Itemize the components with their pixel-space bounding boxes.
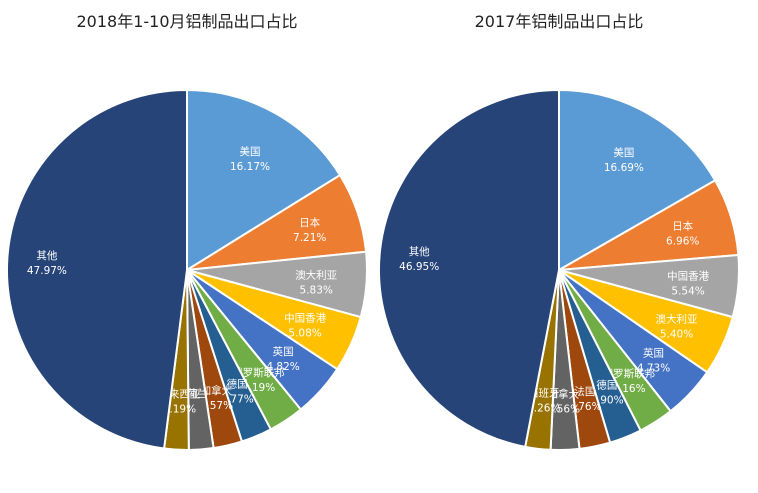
pie-slice-0-0 [186, 88, 342, 272]
slice-value-label-0-3: 5.08% [288, 327, 321, 339]
slice-value-label-0-0: 16.17% [230, 161, 270, 173]
slice-name-label-1-4: 英国 [643, 347, 664, 360]
pie-slice-1-0 [558, 88, 717, 272]
slice-name-label-0-7: 加拿大 [201, 384, 233, 397]
slice-name-label-0-1: 日本 [299, 216, 320, 229]
slice-value-label-1-8: 2.56% [547, 404, 580, 416]
pie-2018: 美国 16.17% 日本 7.21% 澳大利亚 5.83% 中国香港 5.08% 英国 4.82%… [6, 88, 368, 452]
slice-name-label-0-10: 其他 [36, 249, 57, 262]
slice-value-label-0-4: 4.82% [266, 361, 299, 373]
slice-name-label-0-2: 澳大利亚 [295, 269, 337, 282]
slice-name-label-1-1: 日本 [672, 219, 693, 232]
slice-value-label-0-9: 2.19% [163, 403, 196, 415]
slice-name-label-1-6: 德国 [596, 378, 617, 391]
slice-name-label-1-3: 澳大利亚 [656, 313, 698, 326]
slice-name-label-0-4: 英国 [273, 345, 294, 358]
slice-value-label-1-9: 2.26% [527, 403, 560, 415]
slice-name-label-1-7: 法国 [574, 385, 595, 398]
slice-name-label-0-0: 美国 [240, 145, 261, 158]
slice-value-label-0-1: 7.21% [293, 232, 326, 244]
slice-value-label-1-3: 5.40% [660, 329, 693, 341]
slice-name-label-0-8: 荷兰 [187, 387, 208, 400]
slice-name-label-0-5: 俄罗斯联邦 [232, 366, 285, 379]
slice-name-label-0-6: 德国 [227, 378, 248, 391]
slice-value-label-0-10: 47.97% [27, 265, 67, 277]
slice-name-label-1-5: 俄罗斯联邦 [603, 367, 656, 380]
pie-slice-0-10 [6, 88, 188, 450]
slice-name-label-1-10: 其他 [409, 245, 430, 258]
slice-value-label-1-0: 16.69% [604, 162, 644, 174]
pie-slice-1-10 [378, 88, 560, 448]
slice-value-label-1-10: 46.95% [399, 261, 439, 273]
slice-value-label-1-2: 5.54% [671, 286, 704, 298]
slice-value-label-1-4: 4.73% [637, 363, 670, 375]
pie-2017: 美国 16.69% 日本 6.96% 中国香港 5.54% 澳大利亚 5.40% 英国 4.73%… [378, 88, 740, 451]
chart-title-2017: 2017年铝制品出口占比 [475, 12, 644, 31]
slice-name-label-0-3: 中国香港 [284, 311, 326, 324]
chart-title-2018: 2018年1-10月铝制品出口占比 [76, 12, 297, 31]
slice-name-label-1-8: 加拿大 [548, 388, 580, 401]
slice-name-label-1-2: 中国香港 [667, 270, 709, 283]
slice-value-label-1-7: 2.76% [568, 401, 601, 413]
slice-value-label-1-1: 6.96% [666, 235, 699, 247]
slice-name-label-1-0: 美国 [613, 146, 634, 159]
slice-value-label-0-2: 5.83% [300, 285, 333, 297]
